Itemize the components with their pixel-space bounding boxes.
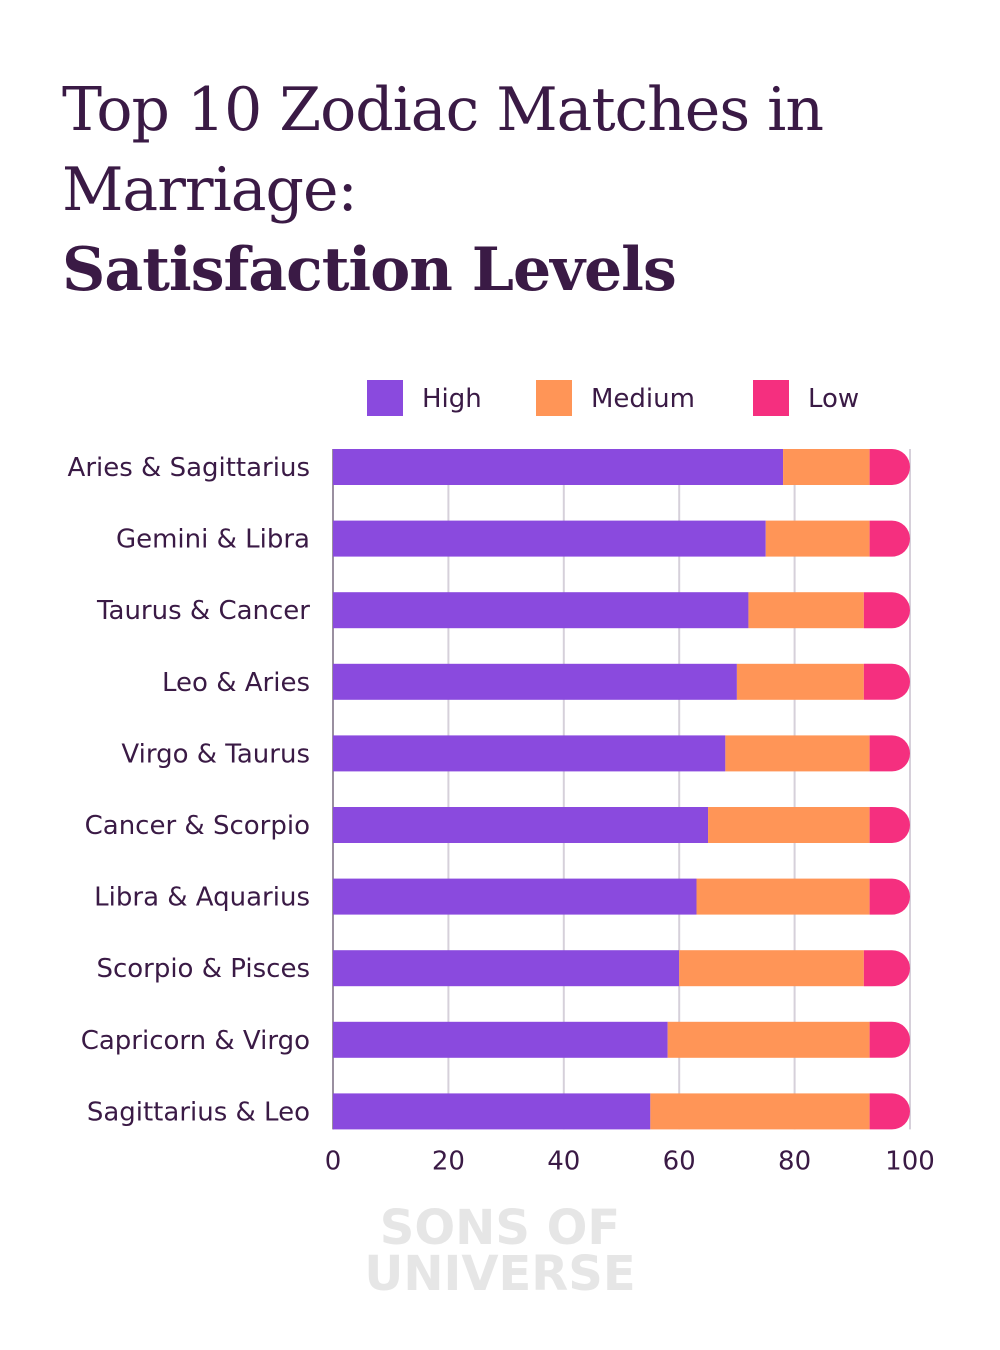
bar-segment-low xyxy=(869,449,910,485)
bar-segment-low xyxy=(869,878,910,915)
bar-segment-medium xyxy=(748,592,864,629)
category-label: Scorpio & Pisces xyxy=(96,954,310,984)
bar-segment-medium xyxy=(736,663,864,700)
legend-swatch-high xyxy=(367,380,403,416)
bar-segment-high xyxy=(333,735,726,772)
title-line-1: Top 10 Zodiac Matches in xyxy=(62,75,824,145)
bar-segment-medium xyxy=(765,520,870,557)
bar-segment-low xyxy=(869,1093,910,1130)
bar-segment-medium xyxy=(783,449,870,485)
bar-segment-high xyxy=(333,592,749,629)
bar-segment-high xyxy=(333,1093,651,1130)
legend-swatch-medium xyxy=(536,380,572,416)
x-tick-label: 60 xyxy=(663,1146,696,1176)
title-line-2: Marriage: xyxy=(62,155,358,225)
category-label: Libra & Aquarius xyxy=(94,883,310,913)
bar-segment-low xyxy=(863,950,910,987)
x-tick-label: 0 xyxy=(325,1146,342,1176)
bar-segment-low xyxy=(869,735,910,772)
x-tick-label: 40 xyxy=(547,1146,580,1176)
x-tick-label: 100 xyxy=(885,1146,935,1176)
category-label: Virgo & Taurus xyxy=(121,739,310,769)
bar-segment-medium xyxy=(725,735,870,772)
category-label: Gemini & Libra xyxy=(116,525,310,555)
bar-segment-medium xyxy=(650,1093,870,1130)
bar-segment-high xyxy=(333,449,784,485)
bar-segment-low xyxy=(869,520,910,557)
bar-segment-low xyxy=(863,663,910,700)
bar-segment-high xyxy=(333,1021,668,1058)
legend-label-low: Low xyxy=(808,384,859,414)
category-label: Leo & Aries xyxy=(162,668,310,698)
bar-segment-high xyxy=(333,878,697,915)
bar-segment-high xyxy=(333,663,737,700)
bar-segment-high xyxy=(333,950,680,987)
bar-segment-low xyxy=(869,807,910,843)
category-label: Cancer & Scorpio xyxy=(85,811,310,841)
category-label: Taurus & Cancer xyxy=(96,596,310,626)
category-label: Capricorn & Virgo xyxy=(81,1026,310,1056)
category-label: Sagittarius & Leo xyxy=(87,1097,310,1127)
legend-swatch-low xyxy=(753,380,789,416)
chart-title: Top 10 Zodiac Matches in Marriage: Satis… xyxy=(62,70,824,310)
bar-segment-medium xyxy=(708,807,870,843)
bar-segment-high xyxy=(333,807,709,843)
legend-label-high: High xyxy=(422,384,482,414)
legend-label-medium: Medium xyxy=(591,384,695,414)
category-label: Aries & Sagittarius xyxy=(68,453,310,483)
x-tick-label: 20 xyxy=(432,1146,465,1176)
bar-segment-medium xyxy=(667,1021,870,1058)
bar-segment-medium xyxy=(679,950,864,987)
bar-segment-low xyxy=(869,1021,911,1058)
bar-segment-low xyxy=(863,592,910,629)
watermark-logo: SONS OF UNIVERSE xyxy=(364,1200,636,1302)
x-tick-label: 80 xyxy=(778,1146,811,1176)
title-line-3: Satisfaction Levels xyxy=(62,235,677,305)
bar-segment-medium xyxy=(696,878,870,915)
bar-segment-high xyxy=(333,520,766,557)
